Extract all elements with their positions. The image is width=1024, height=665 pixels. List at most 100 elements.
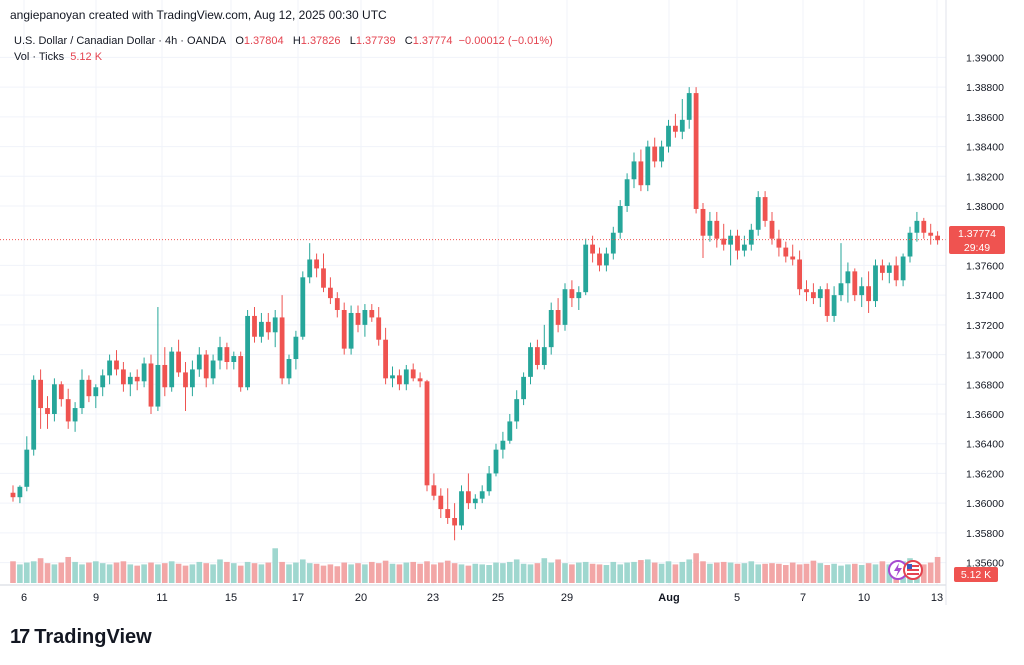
volume-bar (755, 564, 761, 583)
time-tick-label: 9 (93, 592, 99, 604)
candle-body (838, 283, 844, 296)
chart-credit: angiepanoyan created with TradingView.co… (10, 8, 387, 22)
candle-body (100, 375, 106, 388)
event-icons[interactable] (888, 560, 923, 580)
candle-body (369, 310, 375, 318)
candle-body (528, 347, 533, 377)
volume-legend: Vol · Ticks 5.12 K (14, 51, 102, 63)
candle-body (265, 321, 271, 333)
volume-bar (141, 564, 147, 583)
candle-body (728, 235, 733, 245)
tradingview-logo[interactable]: 17 TradingView (10, 626, 152, 649)
candle-body (624, 179, 630, 206)
lightning-glyph (894, 563, 902, 577)
volume-bar (217, 559, 223, 583)
low-label: L (349, 35, 356, 47)
volume-bar (879, 561, 886, 583)
volume-bar (693, 553, 699, 583)
candle-body (886, 265, 892, 273)
volume-label[interactable]: Vol · Ticks (14, 51, 65, 63)
volume-bar (237, 565, 244, 583)
bar-countdown: 29:49 (964, 242, 990, 254)
volume-bar (865, 563, 872, 583)
volume-bar (555, 559, 561, 583)
volume-bar (921, 564, 927, 583)
volume-bar (251, 563, 258, 583)
candle-body (762, 197, 768, 221)
candle-body (769, 220, 775, 239)
candle-body (514, 399, 520, 422)
volume-bar (927, 562, 934, 583)
volume-bar (410, 561, 416, 583)
volume-bar (610, 561, 617, 583)
symbol-name[interactable]: U.S. Dollar / Canadian Dollar · 4h · OAN… (14, 35, 227, 47)
candle-body (383, 339, 388, 379)
volume-bar (65, 556, 71, 583)
volume-bar (327, 564, 334, 583)
open-label: O (235, 35, 244, 47)
candle-body (169, 351, 175, 388)
tradingview-logo-icon: 17 (10, 626, 30, 648)
candle-body (569, 289, 575, 299)
high-value: 1.37826 (300, 35, 341, 47)
volume-bar (362, 564, 368, 583)
volume-bar (858, 565, 865, 583)
grid (0, 0, 946, 585)
candle-body (65, 399, 71, 422)
time-tick-label: 11 (156, 592, 167, 604)
candle-body (845, 271, 851, 284)
volume-badge: 5.12 K (954, 567, 998, 582)
volume-bar (203, 563, 209, 583)
volume-bar (838, 565, 844, 583)
candle-body (928, 232, 934, 236)
volume-bar (403, 562, 410, 583)
volume-bar (513, 559, 520, 583)
candle-body (259, 321, 264, 337)
volume-bar (645, 559, 651, 583)
candle-body (431, 485, 437, 496)
candle-body (252, 315, 257, 337)
price-tick-label: 1.37200 (966, 320, 1004, 332)
candle-body (121, 369, 126, 385)
candle-body (935, 235, 940, 241)
volume-bar (106, 564, 113, 583)
candle-body (597, 253, 602, 266)
volume-bar (741, 563, 748, 583)
candle-body (286, 359, 292, 379)
volume-bar (389, 563, 396, 583)
candle-body (604, 253, 609, 266)
volume-bar (796, 564, 803, 583)
volume-bar (748, 561, 755, 583)
candle-body (417, 378, 423, 382)
volume-bar (665, 561, 672, 583)
candle-body (541, 347, 547, 365)
volume-bar (148, 562, 154, 583)
candle-body (272, 317, 278, 333)
volume-bar (541, 558, 548, 583)
volume-bar (872, 564, 879, 583)
volume-bar (520, 563, 527, 583)
volume-bar (603, 565, 610, 583)
candle-body (279, 317, 285, 379)
candle-body (79, 379, 85, 409)
price-axis[interactable]: 1.39000 1.38800 1.38600 1.38400 1.38200 1.380… (966, 52, 1004, 569)
candle-body (576, 292, 582, 299)
price-tick-label: 1.38200 (966, 171, 1004, 183)
candle-body (721, 238, 727, 245)
volume-bar (231, 563, 237, 583)
volume-bar (134, 565, 140, 583)
time-axis[interactable]: 6 9 11 15 17 20 23 25 29 Aug 5 7 10 13 (21, 592, 943, 604)
volume-bar (934, 556, 941, 583)
volume-bar (279, 561, 285, 583)
candle-body (328, 287, 333, 299)
candle-body (355, 312, 361, 325)
volume-bar (438, 562, 444, 583)
candle-body (445, 509, 451, 518)
candle-body (638, 161, 644, 186)
volume-bar (672, 564, 679, 583)
symbol-legend: U.S. Dollar / Canadian Dollar · 4h · OAN… (14, 35, 553, 47)
volume-bar (189, 564, 196, 583)
candle-body (93, 387, 99, 397)
volume-bar (679, 561, 686, 583)
